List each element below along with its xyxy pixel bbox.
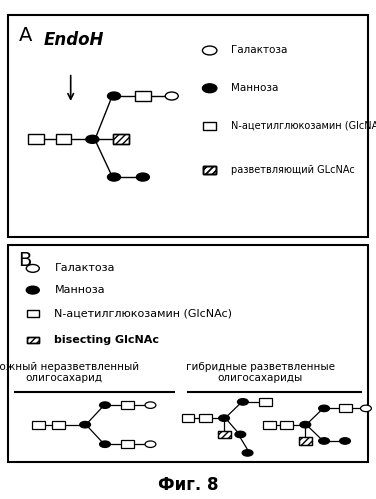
Circle shape [26, 286, 39, 294]
Bar [280, 421, 293, 429]
Text: Фиг. 8: Фиг. 8 [158, 476, 218, 494]
Circle shape [100, 402, 111, 408]
Circle shape [136, 173, 149, 181]
Text: N-ацетилглюкозамин (GlcNAc): N-ацетилглюкозамин (GlcNAc) [55, 309, 232, 319]
Circle shape [80, 422, 91, 428]
Text: Галактоза: Галактоза [231, 45, 288, 55]
Circle shape [219, 415, 229, 422]
Circle shape [26, 264, 39, 272]
Circle shape [235, 431, 246, 438]
Circle shape [108, 173, 120, 181]
Circle shape [238, 399, 248, 405]
Circle shape [361, 405, 371, 412]
Circle shape [202, 46, 217, 55]
Bar [27, 310, 39, 317]
Bar [182, 414, 194, 422]
Circle shape [319, 405, 329, 412]
Text: N-ацетилглюкозамин (GlcNAc): N-ацетилглюкозамин (GlcNAc) [231, 121, 376, 131]
Bar [199, 414, 212, 422]
Bar [299, 437, 312, 445]
Text: Манноза: Манноза [231, 83, 279, 93]
Bar [263, 421, 276, 429]
Bar [218, 431, 230, 438]
Text: Галактоза: Галактоза [55, 263, 115, 273]
Text: гибридные разветвленные
олигосахариды: гибридные разветвленные олигосахариды [186, 362, 335, 383]
Text: EndoH: EndoH [44, 30, 104, 48]
FancyBboxPatch shape [8, 15, 368, 237]
Circle shape [145, 441, 156, 448]
Bar [299, 437, 312, 445]
FancyBboxPatch shape [8, 245, 368, 462]
Bar [27, 336, 39, 343]
Bar [203, 166, 216, 175]
Circle shape [319, 438, 329, 444]
Bar [56, 134, 71, 144]
Bar [52, 421, 65, 429]
Circle shape [86, 135, 99, 143]
Bar [27, 336, 39, 343]
Circle shape [100, 441, 111, 448]
Bar [259, 398, 272, 406]
Bar [203, 166, 216, 175]
Circle shape [340, 438, 350, 444]
Bar [113, 134, 129, 144]
Circle shape [300, 422, 311, 428]
Text: bisecting GlcNAc: bisecting GlcNAc [55, 335, 159, 345]
Circle shape [108, 92, 120, 100]
Text: разветвляющий GLcNAc: разветвляющий GLcNAc [231, 165, 355, 176]
Text: сложный неразветвленный
олигосахарид: сложный неразветвленный олигосахарид [0, 362, 139, 383]
Circle shape [242, 450, 253, 456]
Bar [121, 440, 134, 448]
Bar [203, 166, 216, 175]
Bar [338, 405, 352, 412]
Circle shape [202, 84, 217, 93]
Bar [121, 401, 134, 409]
Circle shape [145, 402, 156, 408]
Bar [203, 122, 216, 130]
Text: A: A [18, 26, 32, 45]
Bar [29, 134, 44, 144]
Text: Манноза: Манноза [55, 285, 105, 295]
Bar [32, 421, 45, 429]
Circle shape [165, 92, 178, 100]
Bar [113, 134, 129, 144]
Bar [218, 431, 230, 438]
Bar [135, 91, 151, 101]
Text: B: B [18, 251, 32, 270]
